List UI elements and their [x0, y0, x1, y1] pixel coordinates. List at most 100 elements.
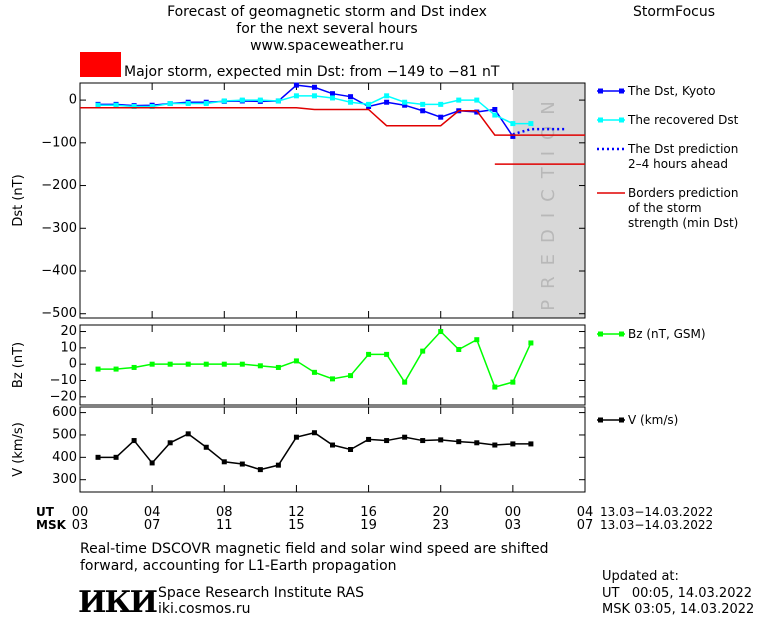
marker [113, 366, 119, 372]
y-tick-label: 300 [52, 472, 77, 487]
marker [275, 364, 281, 370]
marker [293, 358, 299, 364]
marker [438, 437, 444, 443]
marker [239, 361, 245, 367]
marker [330, 95, 335, 101]
x-tick-label: 16 [360, 505, 377, 520]
marker [474, 109, 480, 115]
x-tick-label: 11 [216, 518, 233, 533]
brand: StormFocus [633, 4, 715, 20]
plot-frame [79, 324, 586, 406]
marker [275, 462, 281, 468]
y-tick-label: −10 [50, 373, 77, 388]
marker [203, 444, 209, 450]
marker [348, 94, 354, 100]
y-tick-label: 400 [52, 450, 77, 465]
marker [492, 442, 498, 448]
marker [420, 108, 426, 114]
marker [456, 439, 462, 445]
marker [221, 459, 227, 465]
marker [221, 361, 227, 367]
x-tick-label: 08 [216, 505, 233, 520]
marker [366, 351, 372, 357]
y-tick-label: 600 [52, 405, 77, 420]
x-tick-label: 07 [577, 518, 594, 533]
y-axis-label: Bz (nT) [11, 342, 26, 388]
x-tick-label: 00 [505, 505, 522, 520]
marker [402, 434, 408, 440]
alert-text: Major storm, expected min Dst: from −149… [124, 64, 500, 80]
institute: Space Research Institute RAS [158, 585, 364, 601]
marker [95, 454, 101, 460]
x-tick-label: 04 [144, 505, 161, 520]
legend-entry: The Dst prediction 2–4 hours ahead [628, 142, 739, 171]
series-line [512, 127, 567, 136]
marker [113, 102, 119, 108]
marker [257, 97, 263, 103]
y-tick-label: −300 [41, 221, 77, 236]
marker [420, 101, 426, 107]
logo: ИКИ [78, 585, 157, 620]
marker [384, 438, 390, 444]
prediction-label: PREDICTION [538, 90, 559, 310]
updated-msk: MSK 03:05, 14.03.2022 [602, 602, 754, 617]
marker [420, 438, 426, 444]
marker [384, 351, 390, 357]
marker [510, 133, 516, 139]
legend-marker [619, 88, 624, 94]
marker [149, 104, 155, 109]
marker [528, 441, 534, 447]
legend-marker [598, 417, 603, 423]
y-tick-label: 0 [69, 357, 77, 372]
series-line [98, 431, 531, 471]
marker [257, 467, 263, 473]
title-line: for the next several hours [236, 21, 417, 37]
updated-ut: UT 00:05, 14.03.2022 [602, 586, 752, 601]
marker [456, 97, 462, 103]
marker [95, 102, 101, 108]
marker [330, 91, 335, 97]
marker [311, 430, 317, 436]
x-tick-label: 07 [144, 518, 161, 533]
marker [474, 440, 480, 446]
marker [131, 104, 137, 109]
y-tick-label: −400 [41, 264, 77, 279]
y-tick-label: −100 [41, 135, 77, 150]
marker [330, 376, 335, 382]
marker [456, 346, 462, 352]
legend-marker [619, 417, 624, 423]
updated-label: Updated at: [602, 569, 679, 584]
legend-marker [598, 331, 603, 337]
note-line: forward, accounting for L1-Earth propaga… [80, 558, 397, 574]
x-tick-label: 03 [72, 518, 89, 533]
marker [203, 361, 209, 367]
marker [149, 460, 155, 466]
marker [366, 436, 372, 442]
marker [402, 379, 408, 385]
marker [492, 106, 498, 112]
marker [510, 441, 516, 447]
marker [330, 442, 335, 448]
x-tick-label: 19 [360, 518, 377, 533]
marker [185, 431, 191, 437]
y-axis-label: V (km/s) [11, 422, 26, 477]
alert-swatch [80, 52, 121, 77]
marker [167, 101, 173, 107]
series-line [98, 330, 532, 388]
title-line: Forecast of geomagnetic storm and Dst in… [167, 4, 487, 20]
y-tick-label: −500 [41, 306, 77, 321]
y-tick-label: 10 [60, 340, 77, 355]
marker [185, 361, 191, 367]
marker [131, 438, 137, 444]
marker [257, 363, 263, 369]
legend-entry: V (km/s) [628, 413, 679, 427]
marker [275, 98, 281, 104]
marker [113, 454, 119, 460]
marker [348, 447, 354, 452]
x-tick-label: 15 [288, 518, 305, 533]
y-tick-label: −200 [41, 178, 77, 193]
marker [203, 101, 209, 107]
series-line [80, 107, 585, 165]
